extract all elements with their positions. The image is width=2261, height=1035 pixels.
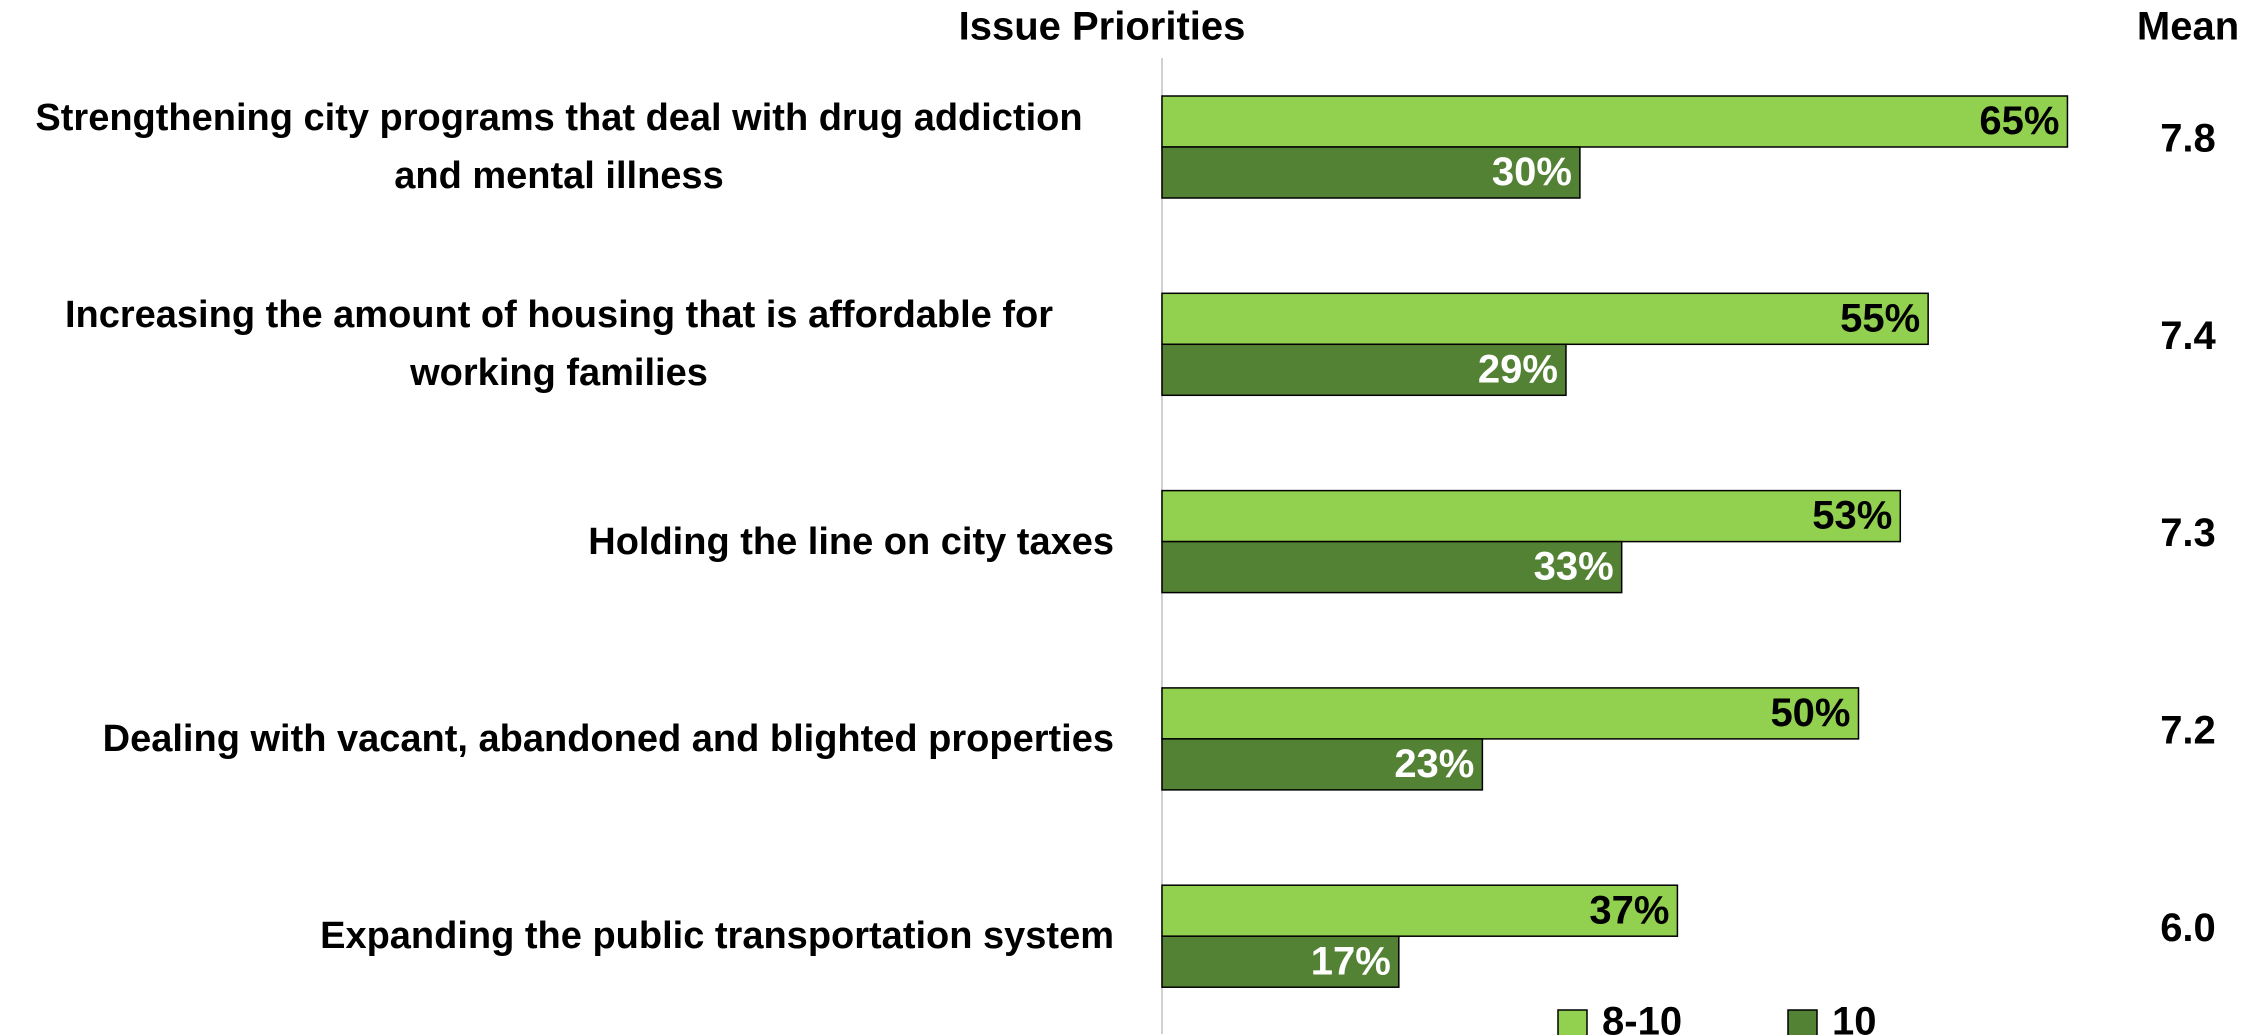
value-label: 30%	[1492, 150, 1572, 194]
value-label: 65%	[1979, 99, 2059, 143]
category-label: Holding the line on city taxes	[0, 471, 1114, 613]
category-label: Expanding the public transportation syst…	[0, 865, 1114, 1007]
legend-label: 8-10	[1602, 1000, 1682, 1035]
bar	[1161, 540, 1623, 594]
bar	[1161, 738, 1484, 791]
chart-title: Issue Priorities	[959, 5, 1246, 49]
bar	[1161, 343, 1567, 397]
bar	[1161, 292, 1929, 346]
value-label: 17%	[1311, 939, 1391, 983]
bar	[1161, 935, 1400, 988]
legend-swatch	[1787, 1009, 1818, 1035]
value-label: 55%	[1840, 296, 1920, 340]
mean-value: 6.0	[2160, 906, 2216, 950]
mean-value: 7.3	[2160, 511, 2216, 555]
category-label: Strengthening city programs that deal wi…	[0, 76, 1114, 218]
value-label: 29%	[1478, 347, 1558, 391]
mean-value: 7.4	[2160, 314, 2216, 358]
bar	[1161, 95, 2069, 148]
legend-swatch	[1557, 1009, 1588, 1035]
category-text: Dealing with vacant, abandoned and bligh…	[102, 717, 1114, 760]
category-text: Increasing the amount of housing that is…	[64, 294, 1054, 395]
category-label: Dealing with vacant, abandoned and bligh…	[0, 668, 1114, 810]
mean-header: Mean	[2137, 5, 2239, 49]
legend-label: 10	[1832, 1000, 1877, 1035]
value-label: 33%	[1534, 545, 1614, 589]
mean-value: 7.8	[2160, 117, 2216, 161]
bar	[1161, 884, 1679, 937]
category-text: Expanding the public transportation syst…	[320, 915, 1114, 958]
bar	[1161, 687, 1860, 740]
category-text: Strengthening city programs that deal wi…	[35, 97, 1083, 197]
category-label: Increasing the amount of housing that is…	[0, 273, 1114, 415]
bar	[1161, 146, 1581, 199]
value-label: 23%	[1394, 742, 1474, 786]
value-label: 37%	[1589, 888, 1669, 932]
bar	[1161, 489, 1902, 543]
value-label: 53%	[1812, 494, 1892, 538]
value-label: 50%	[1770, 691, 1850, 735]
category-text: Holding the line on city taxes	[588, 520, 1114, 563]
mean-value: 7.2	[2160, 708, 2216, 752]
